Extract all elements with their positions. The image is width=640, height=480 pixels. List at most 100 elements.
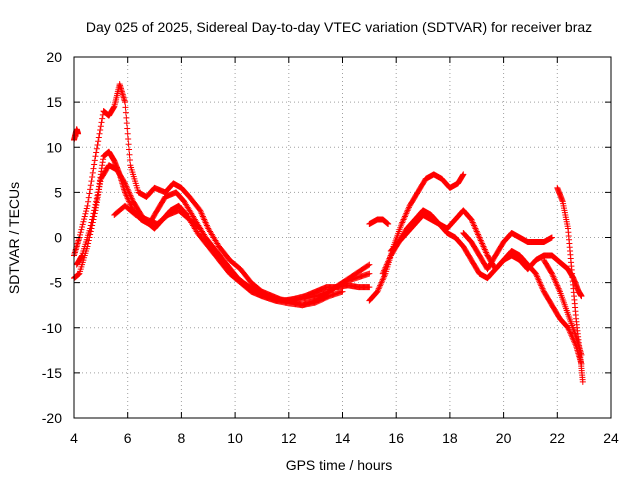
data-point — [82, 210, 89, 217]
series-track-6 — [366, 216, 392, 227]
y-tick-label: 10 — [46, 139, 62, 155]
data-point — [578, 351, 585, 358]
data-point — [87, 228, 94, 235]
data-point — [96, 130, 103, 137]
data-point — [366, 261, 373, 268]
series-track-1 — [71, 126, 82, 144]
x-tick-label: 22 — [550, 430, 566, 446]
data-point — [385, 220, 392, 227]
data-point — [126, 146, 133, 153]
data-point — [99, 115, 106, 122]
data-point — [91, 157, 98, 164]
data-points — [71, 81, 586, 385]
axis-ticks: 4 6 8 10 12 14 16 18 20 22 24 -20 -15 -10 -5 0 5 10 15 20 — [42, 49, 619, 446]
x-tick-label: 20 — [496, 430, 512, 446]
series-track-12 — [554, 184, 586, 385]
x-tick-label: 14 — [335, 430, 351, 446]
data-point — [85, 240, 92, 247]
data-point — [92, 153, 99, 160]
data-point — [97, 123, 104, 130]
data-point — [94, 141, 101, 148]
data-point — [83, 208, 90, 215]
data-point — [124, 125, 131, 132]
data-point — [98, 119, 105, 126]
data-point — [91, 161, 98, 168]
data-point — [122, 99, 129, 106]
data-point — [124, 130, 131, 137]
data-point — [81, 213, 88, 220]
data-point — [84, 202, 91, 209]
y-tick-label: 20 — [46, 49, 62, 65]
x-tick-label: 18 — [442, 430, 458, 446]
data-point — [460, 171, 467, 178]
data-point — [83, 205, 90, 212]
series-track-13 — [540, 257, 585, 358]
data-point — [121, 179, 128, 186]
data-point — [85, 237, 92, 244]
data-point — [126, 151, 133, 158]
y-tick-label: 15 — [46, 94, 62, 110]
data-point — [75, 130, 82, 137]
x-tick-label: 16 — [388, 430, 404, 446]
data-point — [78, 226, 85, 233]
data-point — [84, 243, 91, 250]
x-tick-label: 12 — [281, 430, 297, 446]
data-point — [125, 135, 132, 142]
data-point — [97, 126, 104, 133]
y-axis-label: SDTVAR / TECUs — [6, 182, 22, 294]
data-point — [366, 284, 373, 291]
data-point — [85, 194, 92, 201]
data-point — [77, 229, 84, 236]
series-track-10 — [460, 229, 555, 273]
data-point — [126, 157, 133, 164]
data-point — [579, 378, 586, 385]
x-tick-label: 8 — [178, 430, 186, 446]
data-point — [548, 234, 555, 241]
series-track-4 — [71, 162, 373, 304]
data-point — [89, 222, 96, 229]
data-point — [87, 186, 94, 193]
data-point — [122, 104, 129, 111]
x-tick-label: 4 — [70, 430, 78, 446]
data-point — [91, 210, 98, 217]
series-track-7 — [366, 171, 467, 304]
data-point — [90, 165, 97, 172]
data-point — [122, 109, 129, 116]
series-track-2 — [71, 81, 373, 304]
data-point — [89, 169, 96, 176]
data-point — [81, 216, 88, 223]
y-tick-label: 0 — [54, 230, 62, 246]
y-tick-label: 5 — [54, 184, 62, 200]
x-tick-label: 24 — [603, 430, 619, 446]
data-point — [87, 231, 94, 238]
data-point — [125, 141, 132, 148]
series-track-9 — [387, 207, 585, 367]
data-point — [93, 145, 100, 152]
series-track-11 — [548, 252, 585, 300]
data-point — [89, 219, 96, 226]
y-tick-label: -10 — [42, 320, 62, 336]
series-track-5 — [111, 202, 373, 309]
data-point — [548, 269, 555, 276]
chart-title: Day 025 of 2025, Sidereal Day-to-day VTE… — [86, 19, 592, 35]
data-point — [91, 213, 98, 220]
data-point — [95, 134, 102, 141]
data-point — [80, 218, 87, 225]
data-point — [123, 114, 130, 121]
data-point — [123, 120, 130, 127]
data-point — [88, 225, 95, 232]
data-point — [79, 221, 86, 228]
data-point — [79, 223, 86, 230]
data-point — [88, 178, 95, 185]
data-point — [90, 216, 97, 223]
y-tick-label: -15 — [42, 365, 62, 381]
data-point — [86, 190, 93, 197]
data-point — [339, 288, 346, 295]
data-point — [89, 173, 96, 180]
data-point — [365, 262, 372, 269]
data-point — [578, 293, 585, 300]
data-point — [366, 270, 373, 277]
x-axis-label: GPS time / hours — [286, 457, 393, 473]
x-tick-label: 6 — [124, 430, 132, 446]
